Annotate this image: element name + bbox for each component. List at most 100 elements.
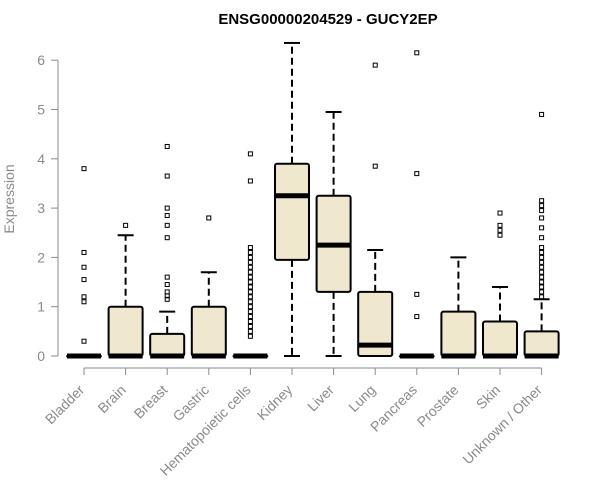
x-tick-label: Lung [345,382,378,415]
outlier-point [247,279,253,285]
box-lung [357,62,394,357]
outlier-point [247,304,253,310]
y-axis: 0 1 2 3 4 5 6 [37,52,59,364]
y-tick-label: 5 [37,102,45,118]
box-skin [482,210,518,359]
outlier-point [247,328,253,334]
outlier-point [539,111,545,117]
outlier-point [539,259,545,265]
outlier-point [81,249,87,255]
box-breast [149,143,186,359]
outlier-point [539,249,545,255]
y-tick-label: 3 [37,200,45,216]
box-body [190,305,227,358]
outlier-point [539,294,545,300]
outlier-point [539,208,545,214]
box-liver [315,110,352,357]
outlier-point [247,245,253,251]
box-bladder [66,166,102,359]
outlier-point [539,254,545,260]
outlier-point [164,205,170,211]
box-hematopoietic-cells [232,151,269,359]
x-tick-label: Breast [131,382,171,422]
outlier-point [247,151,253,157]
outlier-point [247,289,253,295]
outlier-point [247,274,253,280]
box-unknown-other [523,111,560,359]
outlier-point [539,269,545,275]
y-tick-label: 6 [37,52,45,68]
outlier-point [539,284,545,290]
box-body [107,305,144,358]
outlier-point [539,198,545,204]
outlier-point [539,289,545,295]
y-tick-label: 4 [37,151,45,167]
chart-title: ENSG00000204529 - GUCY2EP [218,11,437,28]
box-body [149,332,186,358]
outlier-point [247,264,253,270]
box-kidney [274,41,310,357]
x-tick-label: Brain [94,382,128,416]
outlier-point [372,62,378,68]
outlier-point [539,215,545,221]
box-gastric [190,215,227,359]
outlier-point [414,314,420,320]
outlier-point [497,227,503,233]
y-tick-label: 1 [37,299,45,315]
outlier-point [247,309,253,315]
box-brain [107,222,144,359]
outlier-point [81,299,87,305]
outlier-point [247,249,253,255]
outlier-point [164,274,170,280]
outlier-point [123,222,129,228]
outlier-point [247,254,253,260]
x-tick-label: Kidney [254,382,296,424]
outlier-point [247,323,253,329]
boxplot-series [66,41,560,359]
outlier-point [497,232,503,238]
outlier-point [247,269,253,275]
outlier-point [539,264,545,270]
x-tick-label: Bladder [42,381,88,427]
outlier-point [414,171,420,177]
x-tick-label: Liver [304,381,337,414]
outlier-point [247,284,253,290]
outlier-point [247,178,253,184]
box-prostate [440,256,477,359]
outlier-point [164,235,170,241]
outlier-point [539,245,545,251]
outlier-point [81,294,87,300]
x-tick-label: Prostate [414,381,462,429]
outlier-point [497,210,503,216]
box-body [523,330,560,358]
outlier-point [164,143,170,149]
y-tick-label: 2 [37,249,45,265]
outlier-point [247,314,253,320]
outlier-point [247,294,253,300]
outlier-point [81,166,87,172]
outlier-point [81,264,87,270]
outlier-point [81,338,87,344]
outlier-point [164,282,170,288]
outlier-point [372,163,378,169]
outlier-point [247,259,253,265]
box-body [357,290,394,357]
outlier-point [497,222,503,228]
y-tick-label: 0 [37,348,45,364]
y-axis-label: Expression [1,164,17,233]
outlier-point [247,318,253,324]
box-body [440,310,477,358]
outlier-point [539,203,545,209]
outlier-point [539,225,545,231]
outlier-point [414,291,420,297]
x-tick-label: Skin [473,382,504,413]
box-body [274,162,310,261]
outlier-point [164,289,170,295]
outlier-point [539,274,545,280]
outlier-point [164,222,170,228]
outlier-point [247,333,253,339]
outlier-point [247,299,253,305]
outlier-point [414,50,420,56]
